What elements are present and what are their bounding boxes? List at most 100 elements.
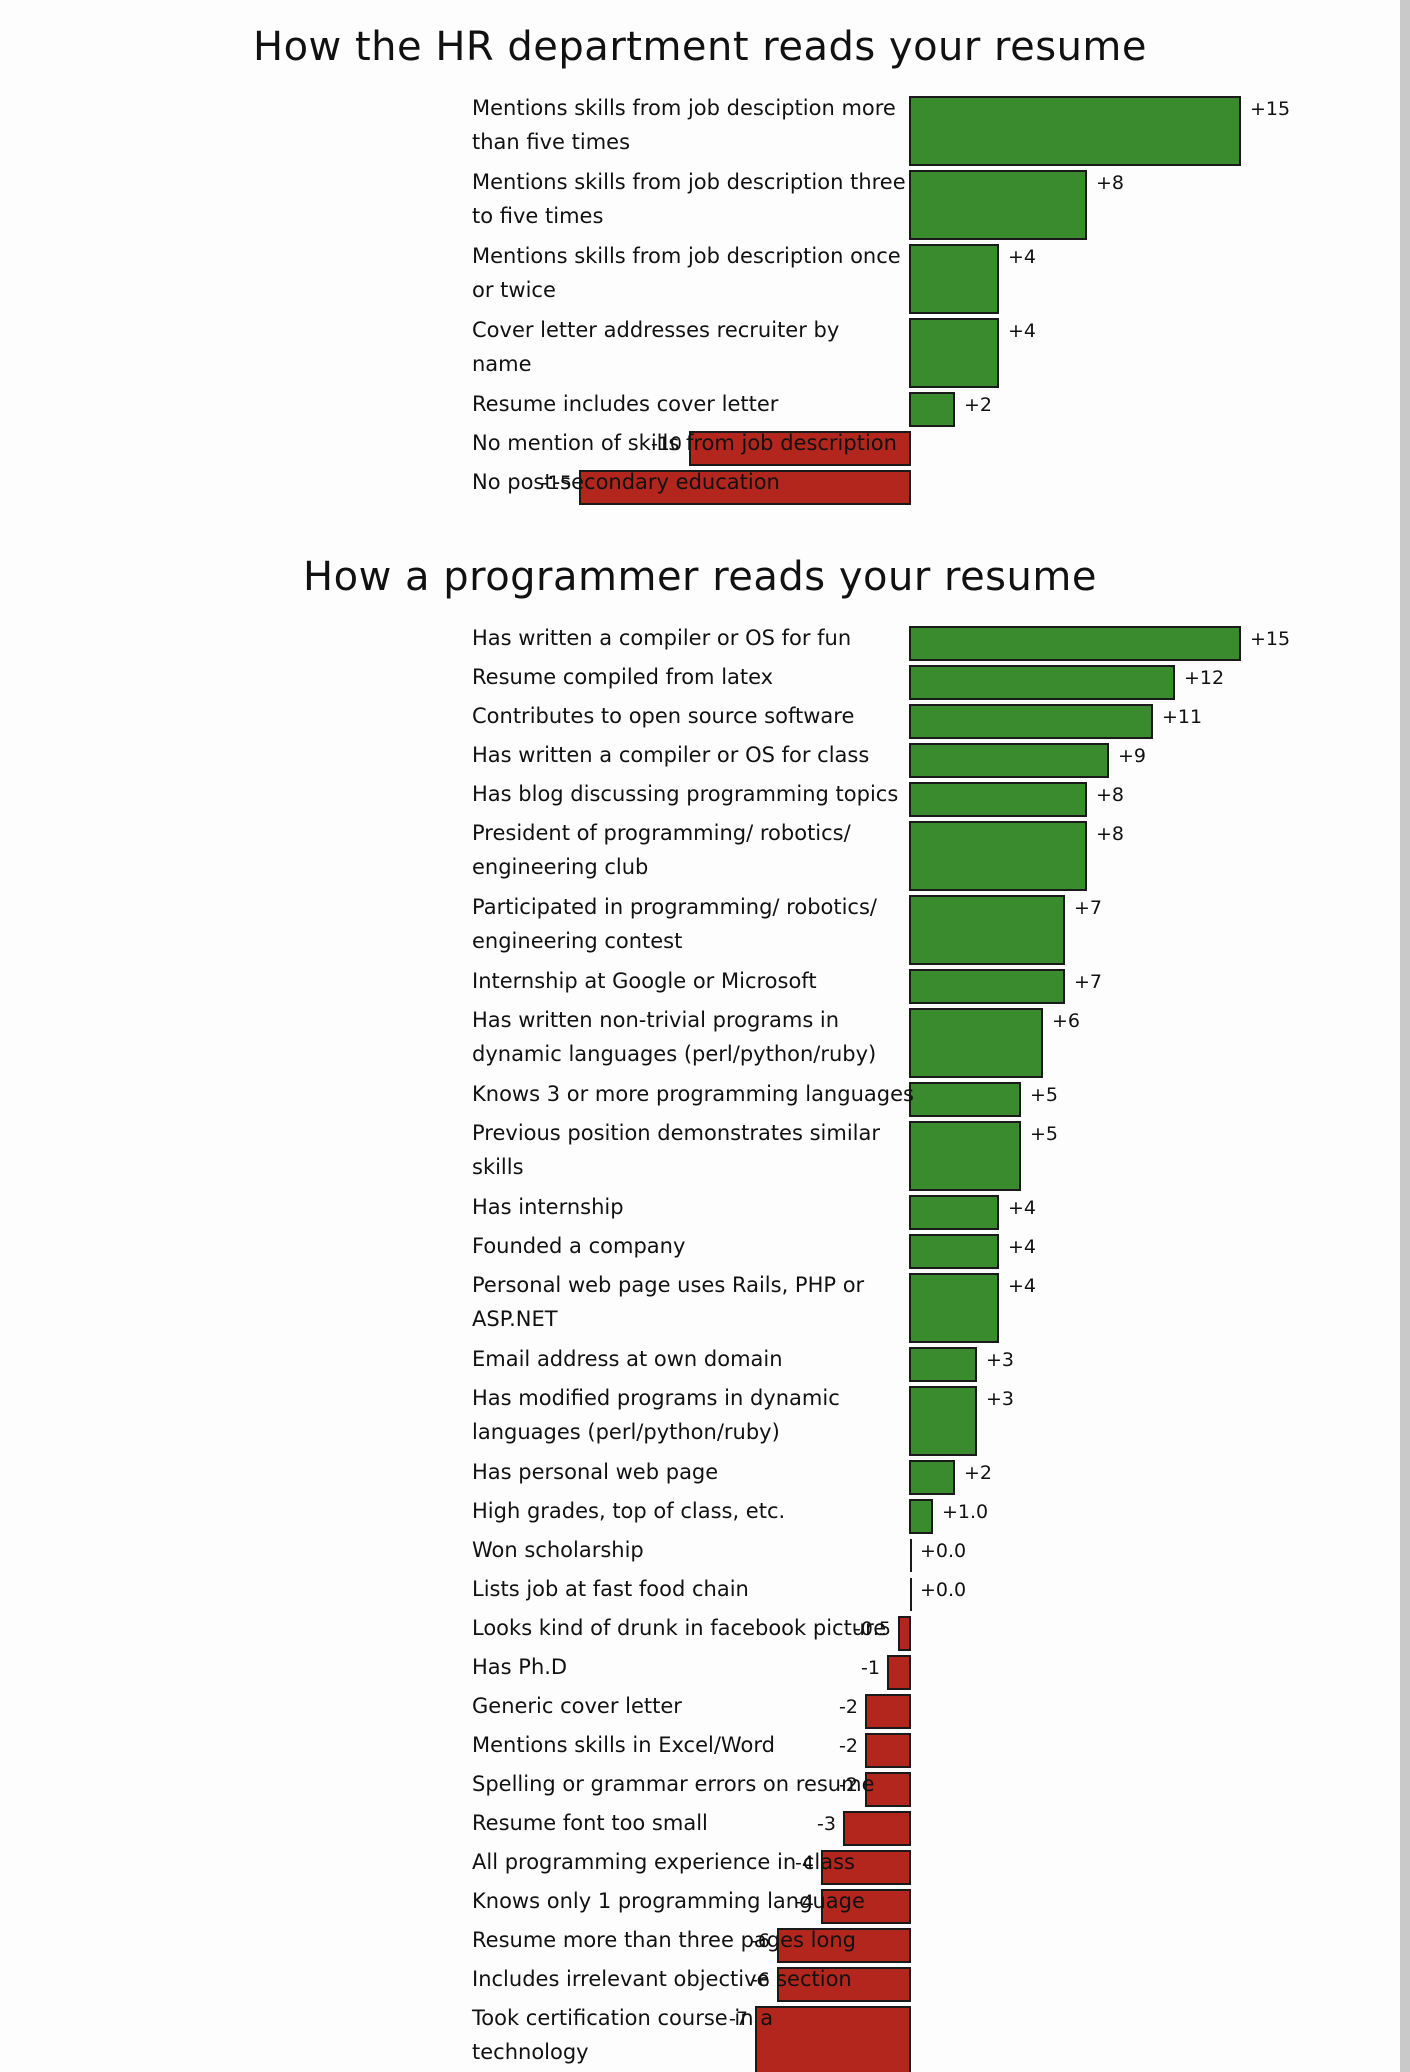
bar [865, 1772, 911, 1807]
data-label: -3 [817, 1813, 836, 1835]
bar [909, 821, 1087, 891]
category-label: High grades, top of class, etc. [472, 1499, 785, 1523]
category-label: Participated in programming/ robotics/ [472, 895, 878, 919]
bar [865, 1733, 911, 1768]
data-label: +4 [1008, 246, 1036, 268]
category-label: Personal web page uses Rails, PHP or [472, 1273, 865, 1297]
category-label: engineering contest [472, 929, 682, 953]
bar [909, 1121, 1021, 1191]
category-label: Has written a compiler or OS for fun [472, 626, 851, 650]
chart-title: How the HR department reads your resume [253, 24, 1147, 70]
category-label: Includes irrelevant objective section [472, 1967, 852, 1991]
category-label: Contributes to open source software [472, 704, 854, 728]
bar [898, 1616, 911, 1651]
data-label: -6 [751, 1969, 770, 1991]
category-label: Mentions skills from job description thr… [472, 170, 906, 194]
data-label: +1.0 [942, 1501, 988, 1523]
data-label: +5 [1030, 1084, 1058, 1106]
data-label: +3 [986, 1349, 1014, 1371]
scrollbar[interactable] [1400, 0, 1410, 2072]
category-label: Looks kind of drunk in facebook picture [472, 1616, 886, 1640]
bar [777, 1967, 911, 2002]
category-label: Has Ph.D [472, 1655, 567, 1679]
data-label: -2 [839, 1735, 858, 1757]
chart-title: How a programmer reads your resume [303, 554, 1097, 600]
category-label: to five times [472, 204, 603, 228]
data-label: +3 [986, 1388, 1014, 1410]
category-label: No mention of skills from job descriptio… [472, 431, 897, 455]
bar [865, 1694, 911, 1729]
bar [909, 704, 1153, 739]
category-label: No post-secondary education [472, 470, 780, 494]
category-label: technology [472, 2040, 589, 2064]
data-label: -2 [839, 1696, 858, 1718]
data-label: +4 [1008, 320, 1036, 342]
bar [821, 1850, 911, 1885]
category-label: skills [472, 1155, 524, 1179]
category-label: Has written non-trivial programs in [472, 1008, 839, 1032]
category-label: Has personal web page [472, 1460, 718, 1484]
category-label: engineering club [472, 855, 648, 879]
bar [909, 1273, 999, 1343]
category-label: Generic cover letter [472, 1694, 682, 1718]
data-label: +4 [1008, 1236, 1036, 1258]
category-label: Has written a compiler or OS for class [472, 743, 869, 767]
bar [909, 96, 1241, 166]
category-label: languages (perl/python/ruby) [472, 1420, 780, 1444]
data-label: +0.0 [920, 1540, 966, 1562]
category-label: Resume compiled from latex [472, 665, 773, 689]
category-label: Resume font too small [472, 1811, 708, 1835]
bar [909, 1082, 1021, 1117]
data-label: +8 [1096, 172, 1124, 194]
category-label: or twice [472, 278, 556, 302]
bar [689, 431, 911, 466]
bar [909, 1347, 977, 1382]
bar [909, 1008, 1043, 1078]
bar [909, 895, 1065, 965]
bar [755, 2006, 911, 2072]
category-label: Mentions skills from job description onc… [472, 244, 901, 268]
category-label: Internship at Google or Microsoft [472, 969, 817, 993]
bar [909, 1234, 999, 1269]
bar [909, 392, 955, 427]
bar [909, 318, 999, 388]
data-label: +4 [1008, 1275, 1036, 1297]
data-label: +11 [1162, 706, 1202, 728]
category-label: Resume includes cover letter [472, 392, 779, 416]
data-label: +15 [1250, 628, 1290, 650]
category-label: Won scholarship [472, 1538, 644, 1562]
category-label: Founded a company [472, 1234, 685, 1258]
category-label: Mentions skills in Excel/Word [472, 1733, 775, 1757]
bar [887, 1655, 911, 1690]
data-label: +2 [964, 394, 992, 416]
category-label: Has modified programs in dynamic [472, 1386, 840, 1410]
category-label: Previous position demonstrates similar [472, 1121, 880, 1145]
data-label: +15 [1250, 98, 1290, 120]
bar [909, 1195, 999, 1230]
bar [909, 244, 999, 314]
data-label: +9 [1118, 745, 1146, 767]
category-label: Has internship [472, 1195, 624, 1219]
category-label: dynamic languages (perl/python/ruby) [472, 1042, 876, 1066]
bar [821, 1889, 911, 1924]
data-label: +4 [1008, 1197, 1036, 1219]
data-label: +8 [1096, 784, 1124, 806]
category-label: President of programming/ robotics/ [472, 821, 852, 845]
data-label: +5 [1030, 1123, 1058, 1145]
category-label: Spelling or grammar errors on resume [472, 1772, 875, 1796]
data-label: -1 [861, 1657, 880, 1679]
data-label: +8 [1096, 823, 1124, 845]
chart-1: How the HR department reads your resume +… [253, 24, 1290, 505]
data-label: -6 [751, 1930, 770, 1952]
category-label: Lists job at fast food chain [472, 1577, 749, 1601]
category-label: Cover letter addresses recruiter by [472, 318, 839, 342]
bar [909, 1386, 977, 1456]
data-label: +2 [964, 1462, 992, 1484]
bar [909, 1460, 955, 1495]
data-label: -2 [839, 1774, 858, 1796]
bar [579, 470, 911, 505]
data-label: -0.5 [854, 1618, 891, 1640]
bar [909, 1499, 933, 1534]
